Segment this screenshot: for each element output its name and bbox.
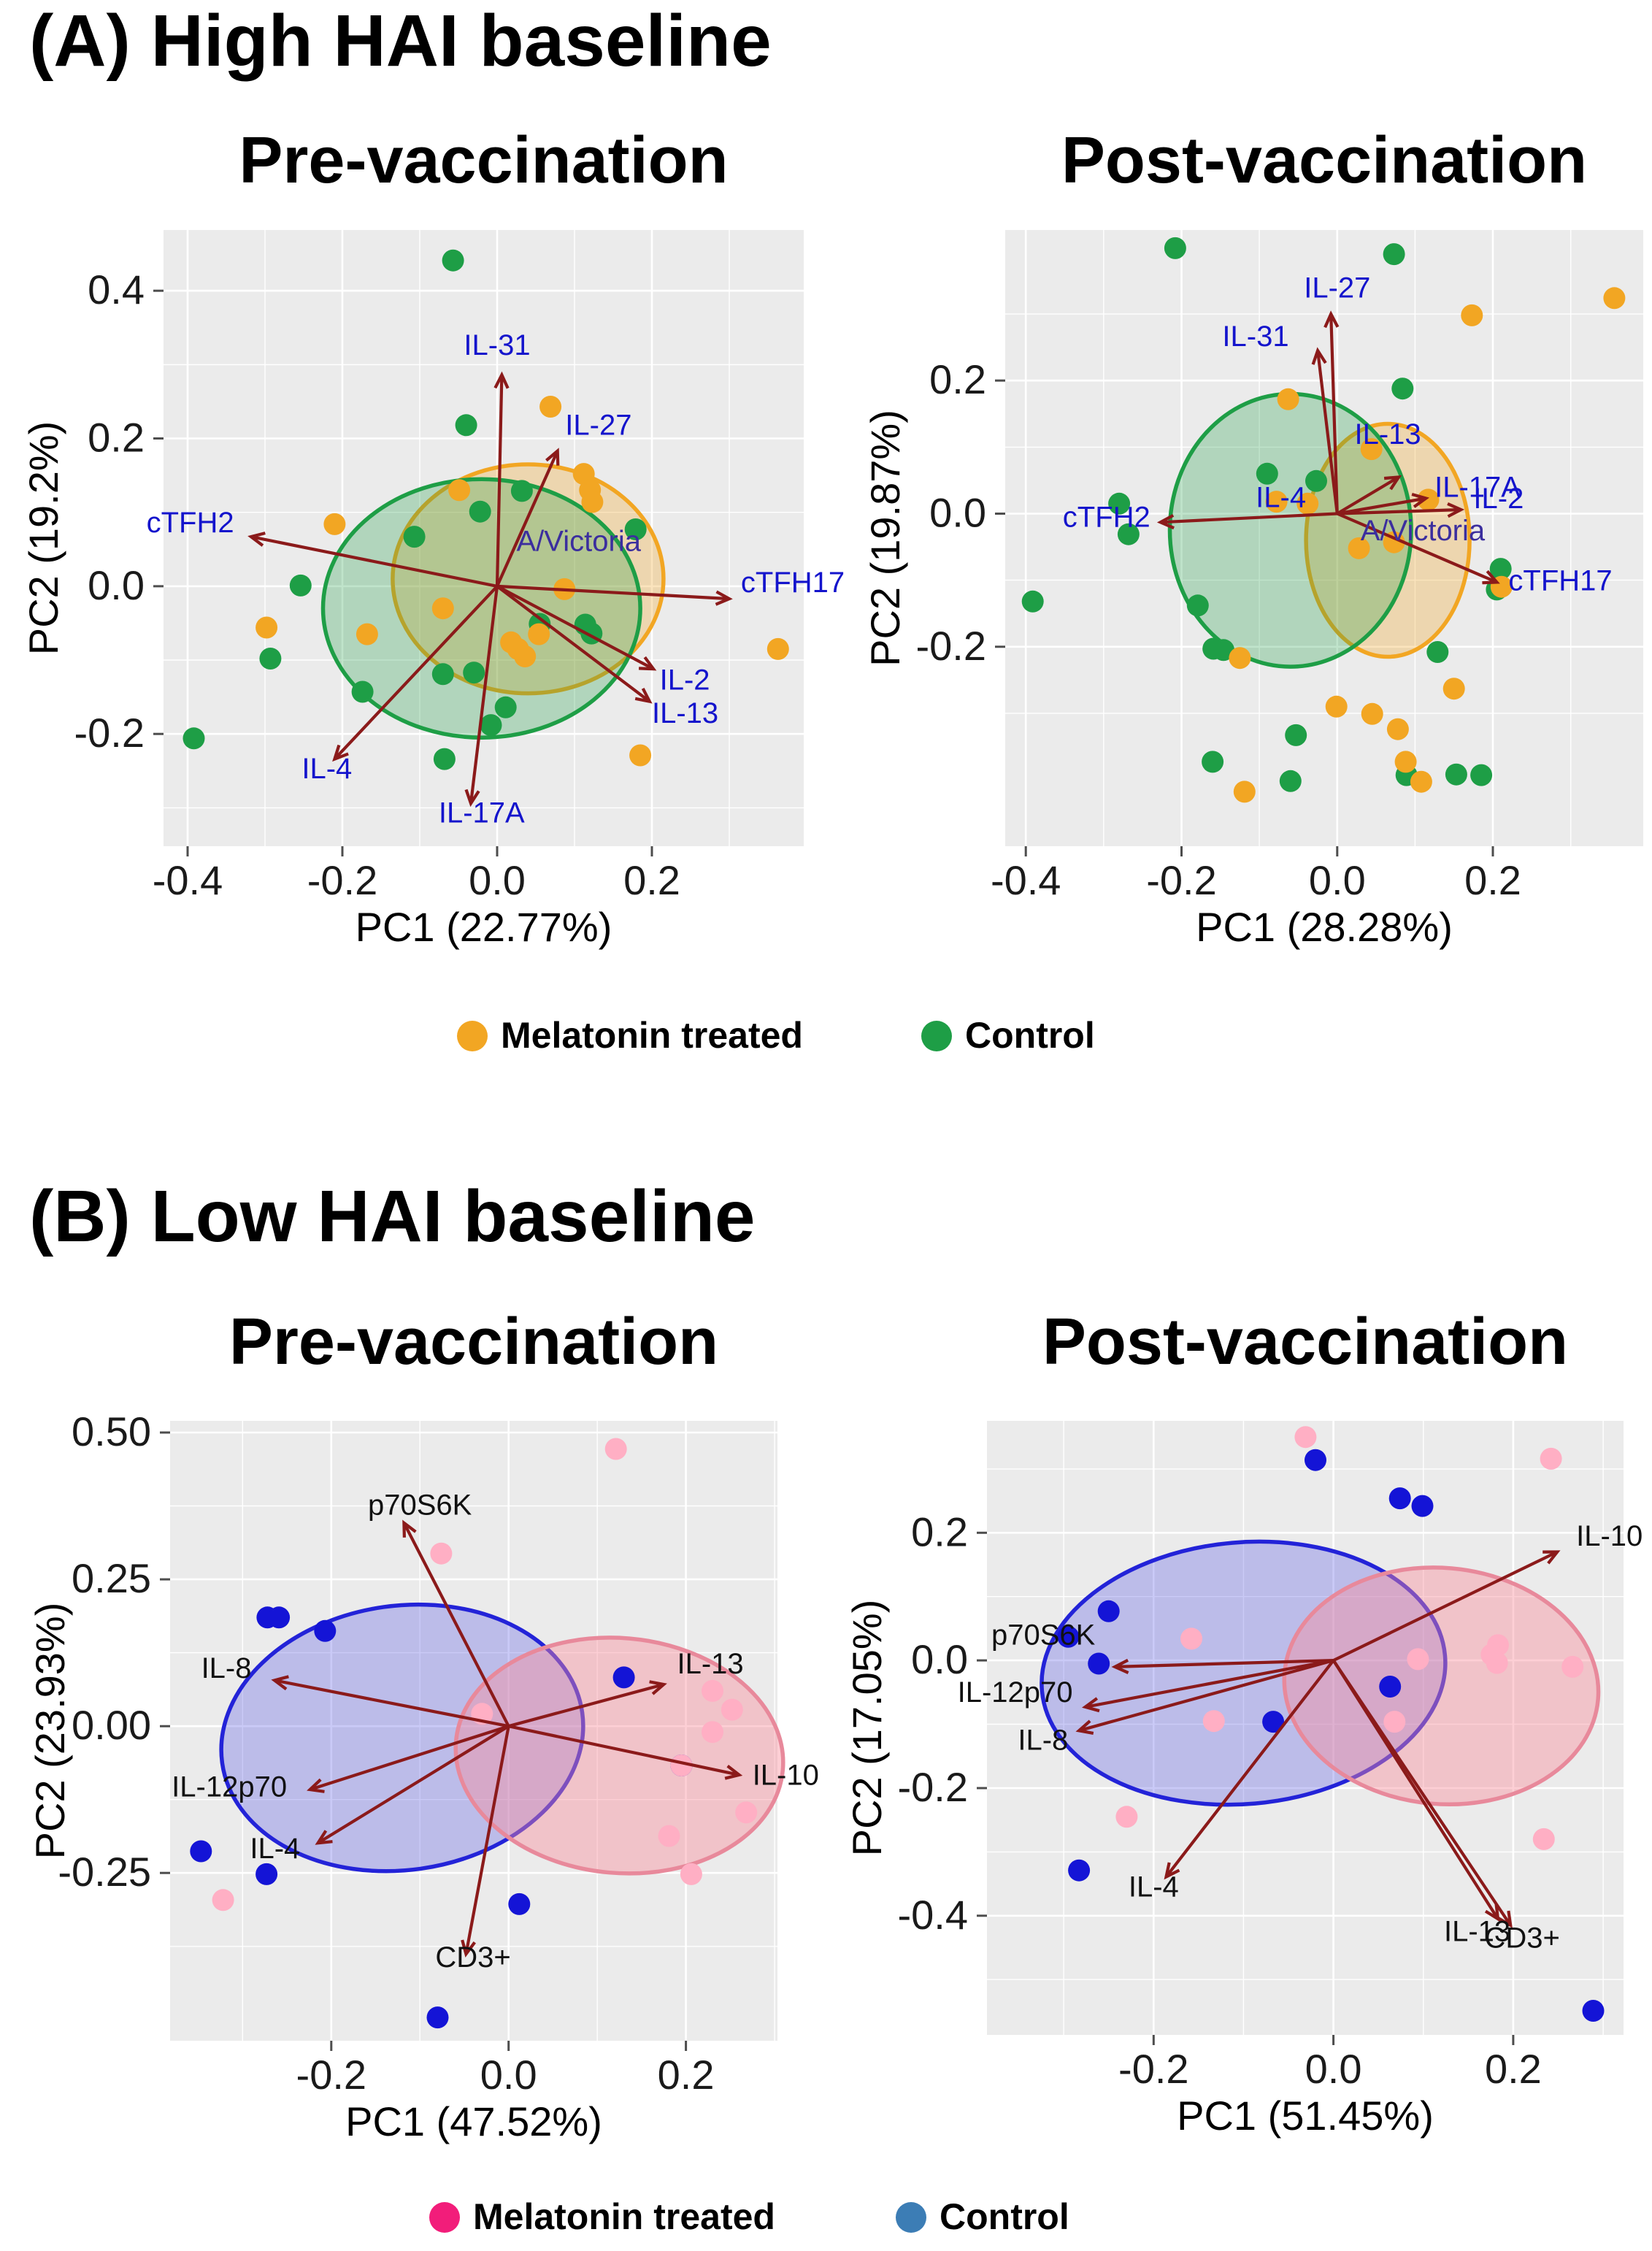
svg-text:PC1 (51.45%): PC1 (51.45%) [1177, 2093, 1434, 2139]
svg-text:IL-4: IL-4 [1256, 481, 1306, 513]
svg-text:cTFH17: cTFH17 [1508, 564, 1612, 597]
svg-text:-0.2: -0.2 [1118, 2046, 1189, 2092]
svg-text:-0.2: -0.2 [898, 1764, 969, 1810]
svg-text:cTFH2: cTFH2 [147, 507, 234, 539]
svg-text:-0.2: -0.2 [916, 623, 987, 669]
svg-text:IL-27: IL-27 [565, 410, 631, 442]
svg-text:-0.2: -0.2 [296, 2052, 367, 2098]
svg-text:PC1 (22.77%): PC1 (22.77%) [356, 904, 612, 950]
svg-text:(B) Low HAI baseline: (B) Low HAI baseline [29, 1176, 756, 1257]
svg-text:Post-vaccination: Post-vaccination [1042, 1305, 1568, 1378]
svg-text:IL-12p70: IL-12p70 [172, 1771, 287, 1803]
svg-text:0.50: 0.50 [72, 1408, 151, 1454]
svg-text:(A) High HAI baseline: (A) High HAI baseline [29, 0, 772, 82]
svg-text:IL-4: IL-4 [250, 1833, 300, 1865]
svg-text:PC1 (47.52%): PC1 (47.52%) [345, 2098, 602, 2144]
svg-text:0.0: 0.0 [88, 562, 145, 608]
svg-text:IL-10: IL-10 [1576, 1520, 1643, 1552]
svg-text:Control: Control [965, 1015, 1095, 1056]
svg-text:IL-2: IL-2 [1473, 483, 1524, 515]
svg-text:Melatonin treated: Melatonin treated [473, 2196, 775, 2237]
svg-text:0.0: 0.0 [1305, 2046, 1362, 2092]
svg-text:0.2: 0.2 [1464, 857, 1521, 903]
svg-text:PC2 (17.05%): PC2 (17.05%) [844, 1600, 890, 1857]
svg-text:0.2: 0.2 [929, 356, 986, 402]
svg-text:Melatonin treated: Melatonin treated [501, 1015, 803, 1056]
svg-text:Pre-vaccination: Pre-vaccination [229, 1305, 718, 1378]
svg-text:-0.4: -0.4 [898, 1892, 969, 1938]
svg-text:Control: Control [940, 2196, 1069, 2237]
svg-text:IL-12p70: IL-12p70 [958, 1676, 1073, 1709]
svg-text:CD3+: CD3+ [435, 1941, 510, 1974]
svg-text:IL-31: IL-31 [464, 329, 530, 361]
svg-text:PC2 (19.2%): PC2 (19.2%) [20, 421, 66, 656]
svg-text:IL-10: IL-10 [753, 1760, 819, 1792]
svg-text:p70S6K: p70S6K [991, 1619, 1096, 1651]
svg-text:IL-13: IL-13 [1444, 1916, 1510, 1948]
svg-text:0.2: 0.2 [623, 857, 680, 903]
svg-text:0.00: 0.00 [72, 1702, 151, 1748]
svg-text:0.2: 0.2 [911, 1508, 968, 1554]
svg-text:IL-2: IL-2 [660, 664, 710, 697]
svg-text:0.2: 0.2 [1485, 2046, 1542, 2092]
svg-text:IL-17A: IL-17A [439, 797, 525, 829]
svg-text:0.2: 0.2 [658, 2052, 715, 2098]
svg-text:0.0: 0.0 [911, 1636, 968, 1682]
svg-text:IL-4: IL-4 [301, 753, 352, 785]
svg-text:0.0: 0.0 [929, 490, 986, 536]
svg-text:0.25: 0.25 [72, 1555, 151, 1601]
svg-text:IL-13: IL-13 [1355, 418, 1421, 450]
svg-text:A/Victoria: A/Victoria [517, 525, 642, 557]
svg-text:0.4: 0.4 [88, 266, 145, 312]
svg-text:IL-4: IL-4 [1129, 1871, 1179, 1903]
svg-text:PC1 (28.28%): PC1 (28.28%) [1196, 904, 1453, 950]
svg-text:IL-27: IL-27 [1304, 272, 1370, 304]
svg-text:-0.4: -0.4 [153, 857, 223, 903]
svg-text:Pre-vaccination: Pre-vaccination [239, 124, 728, 197]
svg-text:IL-8: IL-8 [1018, 1725, 1068, 1757]
svg-text:-0.4: -0.4 [991, 857, 1061, 903]
svg-text:IL-8: IL-8 [201, 1652, 252, 1684]
svg-text:-0.2: -0.2 [307, 857, 378, 903]
svg-text:cTFH2: cTFH2 [1063, 502, 1150, 534]
svg-text:A/Victoria: A/Victoria [1361, 515, 1486, 547]
svg-text:0.0: 0.0 [480, 2052, 537, 2098]
svg-text:PC2 (23.93%): PC2 (23.93%) [27, 1603, 73, 1860]
svg-text:PC2 (19.87%): PC2 (19.87%) [862, 410, 908, 667]
svg-text:IL-13: IL-13 [677, 1648, 744, 1680]
svg-text:IL-13: IL-13 [652, 697, 718, 729]
svg-text:IL-31: IL-31 [1222, 321, 1288, 353]
svg-text:-0.2: -0.2 [1146, 857, 1217, 903]
svg-text:-0.2: -0.2 [74, 710, 145, 756]
svg-text:0.0: 0.0 [469, 857, 526, 903]
svg-text:Post-vaccination: Post-vaccination [1061, 124, 1587, 197]
svg-text:p70S6K: p70S6K [368, 1489, 472, 1522]
svg-text:0.0: 0.0 [1309, 857, 1366, 903]
svg-text:cTFH17: cTFH17 [741, 567, 845, 599]
svg-text:0.2: 0.2 [88, 415, 145, 461]
